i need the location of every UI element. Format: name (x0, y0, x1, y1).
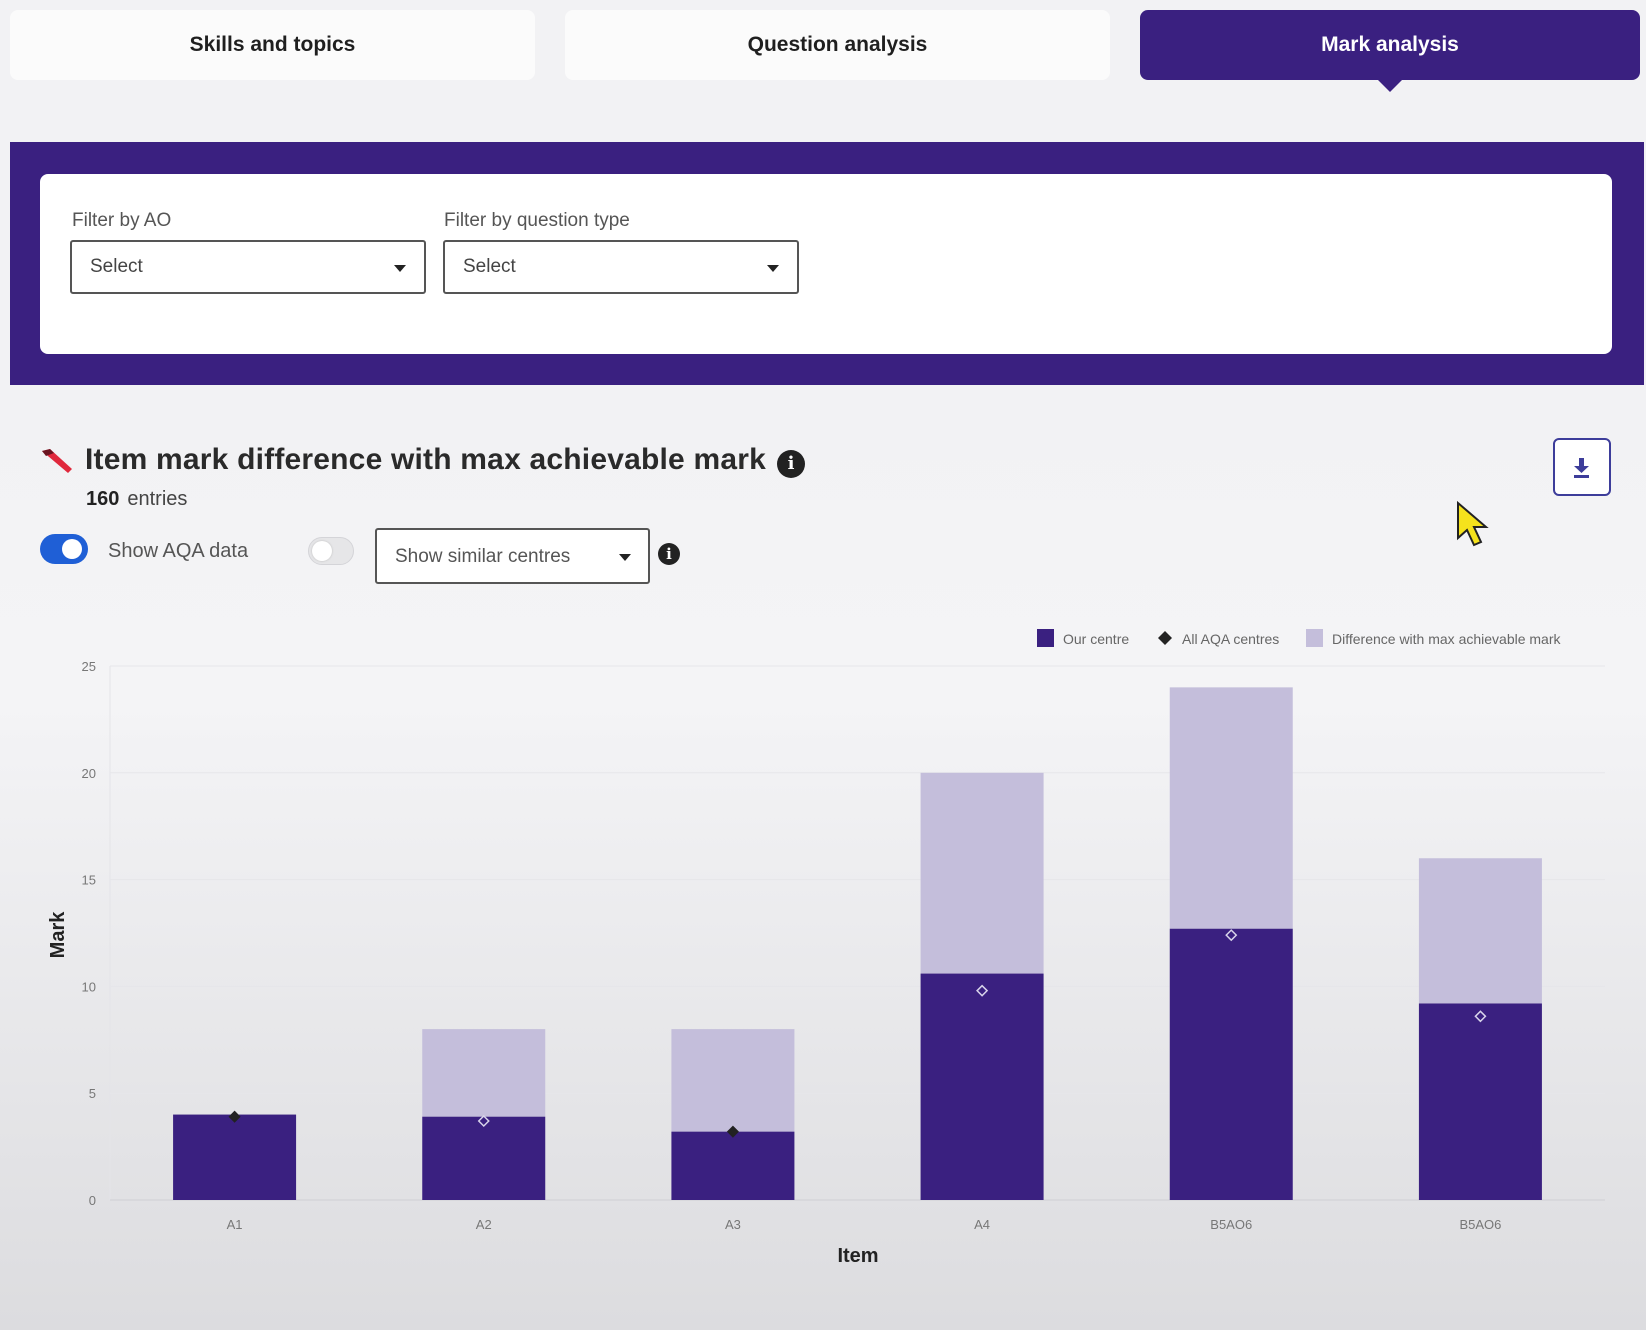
x-tick-label: A4 (974, 1217, 990, 1232)
marker-all-aqa-centres[interactable] (976, 984, 989, 997)
bar-difference[interactable] (422, 1029, 546, 1117)
bar-difference[interactable] (671, 1029, 795, 1132)
filter-panel: Filter by AO Select Filter by question t… (10, 142, 1644, 385)
show-aqa-toggle[interactable] (40, 534, 88, 564)
tab-mark-analysis[interactable]: Mark analysis (1140, 10, 1640, 80)
entries-number: 160 (86, 488, 120, 510)
similar-centres-value: Show similar centres (395, 546, 571, 567)
y-tick-label: 25 (82, 659, 96, 674)
y-tick-label: 15 (82, 873, 96, 888)
similar-centres-info-icon[interactable]: i (658, 543, 680, 565)
chevron-down-icon (619, 554, 631, 561)
chart-legend: Our centre All AQA centres Difference wi… (1037, 629, 1562, 647)
legend-swatch-difference (1306, 629, 1323, 647)
bar-our-centre[interactable] (1418, 1003, 1542, 1200)
similar-centres-toggle[interactable] (308, 537, 354, 565)
bar-our-centre[interactable] (920, 973, 1044, 1200)
legend-difference: Difference with max achievable mark (1332, 631, 1562, 647)
filter-question-type-label: Filter by question type (444, 210, 630, 231)
tab-skills-and-topics[interactable]: Skills and topics (10, 10, 535, 80)
entries-label: entries (127, 488, 188, 510)
marker-all-aqa-centres[interactable] (477, 1114, 490, 1128)
marker-all-aqa-centres[interactable] (228, 1110, 241, 1123)
download-button[interactable] (1553, 438, 1611, 496)
marker-all-aqa-centres[interactable] (726, 1125, 739, 1138)
filter-card: Filter by AO Select Filter by question t… (40, 174, 1612, 354)
legend-swatch-our-centre (1037, 629, 1054, 647)
bar-difference[interactable] (1169, 687, 1293, 929)
x-tick-label: B5AO6 (1210, 1217, 1252, 1232)
tab-label: Mark analysis (1321, 33, 1459, 56)
filter-ao-select[interactable]: Select (70, 240, 426, 294)
bar-our-centre[interactable] (671, 1131, 795, 1200)
brand-mark-icon (42, 449, 72, 473)
y-axis-title: Mark (47, 911, 69, 959)
y-tick-label: 0 (89, 1193, 96, 1208)
filter-ao-label: Filter by AO (72, 210, 172, 231)
show-aqa-label: Show AQA data (108, 540, 249, 562)
filter-question-type-value: Select (463, 256, 516, 277)
toggle-knob (62, 539, 82, 559)
bar-our-centre[interactable] (173, 1114, 297, 1200)
section-title: Item mark difference with max achievable… (85, 443, 766, 476)
marker-all-aqa-centres[interactable] (1225, 929, 1238, 942)
legend-all-aqa-centres: All AQA centres (1182, 631, 1279, 647)
chevron-down-icon (394, 265, 406, 272)
marker-all-aqa-centres[interactable] (1474, 1010, 1487, 1023)
tab-question-analysis[interactable]: Question analysis (565, 10, 1110, 80)
similar-centres-select[interactable]: Show similar centres (375, 528, 650, 584)
x-tick-label: A2 (476, 1217, 492, 1232)
legend-our-centre: Our centre (1063, 631, 1129, 647)
y-tick-label: 20 (82, 766, 96, 781)
legend-marker-all-aqa (1158, 631, 1172, 645)
bar-our-centre[interactable] (422, 1116, 546, 1200)
toggle-knob (312, 541, 332, 561)
bar-difference[interactable] (920, 772, 1044, 974)
filter-question-type-select[interactable]: Select (443, 240, 799, 294)
bar-our-centre[interactable] (1169, 928, 1293, 1200)
download-icon (1574, 458, 1589, 478)
y-tick-label: 10 (82, 979, 96, 994)
chevron-down-icon (767, 265, 779, 272)
tab-label: Question analysis (747, 33, 928, 56)
entries-count: 160 entries (86, 488, 187, 511)
x-tick-label: B5AO6 (1459, 1217, 1501, 1232)
x-tick-label: A1 (227, 1217, 243, 1232)
mouse-cursor-icon (1457, 500, 1489, 547)
filter-ao-value: Select (90, 256, 143, 277)
tab-label: Skills and topics (189, 33, 356, 56)
x-tick-label: A3 (725, 1217, 741, 1232)
bar-difference[interactable] (1418, 858, 1542, 1004)
y-tick-label: 5 (89, 1086, 96, 1101)
x-axis-title: Item (837, 1245, 878, 1267)
info-icon[interactable]: i (777, 450, 805, 478)
